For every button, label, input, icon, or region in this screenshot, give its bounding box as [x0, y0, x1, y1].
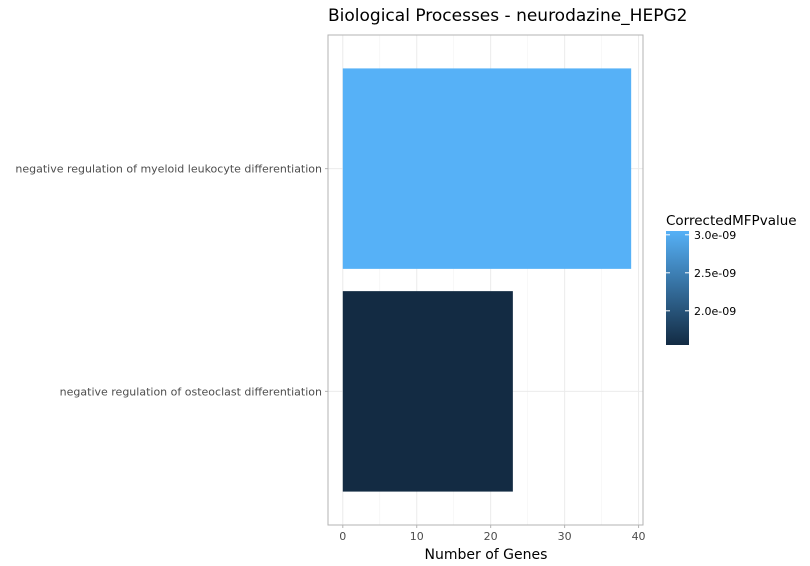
legend-break-label: 2.5e-09: [694, 267, 736, 280]
legend-ticks: 3.0e-09 2.5e-09 2.0e-09: [666, 229, 736, 318]
x-tick-label: 10: [410, 530, 424, 543]
legend-colorbar: [666, 231, 689, 345]
x-axis-ticks: 0 10 20 30 40: [339, 525, 646, 543]
bar: [342, 68, 632, 269]
legend-break-label: 2.0e-09: [694, 305, 736, 318]
x-tick-label: 0: [339, 530, 346, 543]
x-tick-label: 30: [558, 530, 572, 543]
x-tick-label: 20: [484, 530, 498, 543]
legend-title: CorrectedMFPvalue: [666, 213, 797, 229]
bar: [342, 291, 513, 492]
legend-break-label: 3.0e-09: [694, 229, 736, 242]
plot-panel-border: [327, 34, 644, 526]
legend: CorrectedMFPvalue 3.0e-09 2.5e-09 2.0e-09: [666, 213, 797, 345]
category-labels: negative regulation of myeloid leukocyte…: [15, 163, 328, 398]
x-tick-label: 40: [632, 530, 646, 543]
category-label: negative regulation of myeloid leukocyte…: [15, 163, 322, 176]
x-axis-title: Number of Genes: [425, 547, 548, 563]
category-label: negative regulation of osteoclast differ…: [60, 385, 322, 398]
bars: [342, 68, 632, 492]
chart-title: Biological Processes - neurodazine_HEPG2: [328, 6, 687, 26]
